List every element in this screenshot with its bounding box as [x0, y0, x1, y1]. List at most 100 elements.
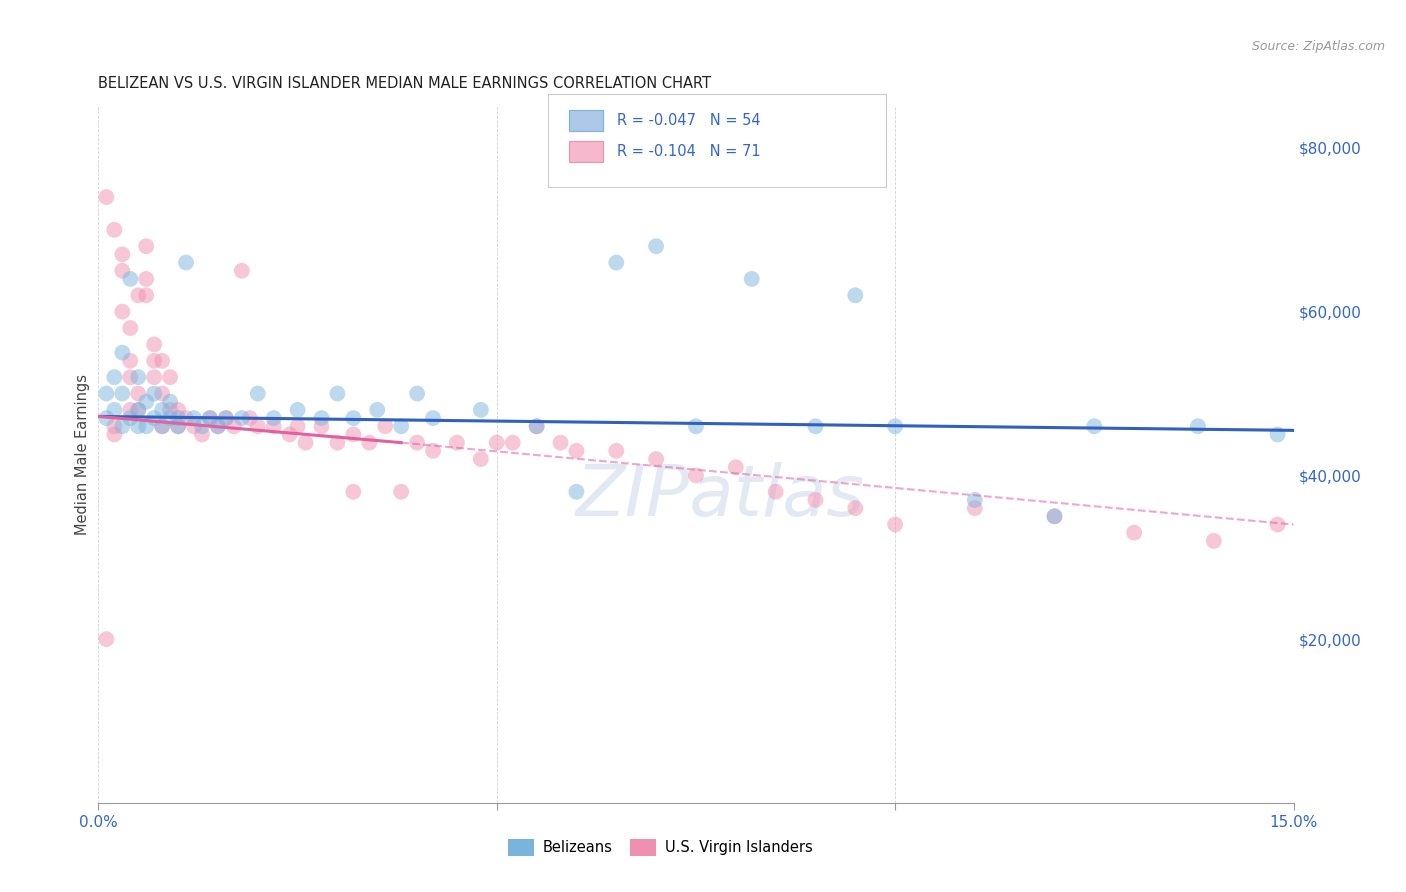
Point [111, 386, 134, 401]
Point [844, 501, 866, 516]
Point [884, 419, 907, 434]
Point [550, 435, 572, 450]
Text: R = -0.104   N = 71: R = -0.104 N = 71 [617, 145, 761, 159]
Point [724, 460, 747, 475]
Y-axis label: Median Male Earnings: Median Male Earnings [75, 375, 90, 535]
Point [294, 435, 316, 450]
Point [342, 427, 364, 442]
Point [526, 419, 548, 434]
Point [191, 427, 214, 442]
Point [565, 443, 588, 458]
Point [135, 272, 157, 286]
Point [502, 435, 524, 450]
Point [198, 411, 221, 425]
Point [963, 492, 986, 507]
Point [844, 288, 866, 302]
Point [389, 419, 412, 434]
Point [150, 419, 173, 434]
Point [231, 264, 253, 278]
Point [263, 419, 285, 434]
Point [143, 411, 166, 425]
Point [1187, 419, 1209, 434]
Point [127, 386, 149, 401]
Point [406, 435, 429, 450]
Point [1267, 517, 1289, 532]
Point [246, 386, 269, 401]
Point [111, 419, 134, 434]
Point [215, 411, 238, 425]
Point [111, 264, 134, 278]
Point [167, 411, 190, 425]
Point [103, 419, 125, 434]
Point [470, 452, 492, 467]
Point [207, 419, 229, 434]
Point [120, 411, 142, 425]
Point [103, 403, 125, 417]
Point [103, 223, 125, 237]
Point [159, 403, 181, 417]
Point [103, 427, 125, 442]
Point [1267, 427, 1289, 442]
Point [120, 353, 142, 368]
Point [111, 304, 134, 318]
Point [366, 403, 388, 417]
Point [278, 427, 301, 442]
Point [159, 411, 181, 425]
Point [389, 484, 412, 499]
Point [326, 435, 349, 450]
Point [120, 370, 142, 384]
Point [605, 255, 627, 269]
Point [406, 386, 429, 401]
Point [685, 468, 707, 483]
Point [804, 492, 827, 507]
Point [150, 419, 173, 434]
Point [359, 435, 381, 450]
Point [143, 386, 166, 401]
Point [143, 370, 166, 384]
Point [1123, 525, 1146, 540]
Text: ZIPatlas: ZIPatlas [575, 462, 865, 531]
Point [135, 239, 157, 253]
Point [1043, 509, 1066, 524]
Point [207, 419, 229, 434]
Point [485, 435, 508, 450]
Point [103, 370, 125, 384]
Point [183, 411, 205, 425]
Point [127, 370, 149, 384]
Point [963, 501, 986, 516]
Point [120, 272, 142, 286]
Point [470, 403, 492, 417]
Point [127, 288, 149, 302]
Point [446, 435, 468, 450]
Point [135, 419, 157, 434]
Point [311, 419, 333, 434]
Point [287, 403, 309, 417]
Point [143, 353, 166, 368]
Point [263, 411, 285, 425]
Point [1083, 419, 1105, 434]
Point [422, 411, 444, 425]
Point [374, 419, 396, 434]
Point [741, 272, 763, 286]
Point [645, 239, 668, 253]
Point [222, 419, 245, 434]
Point [239, 411, 262, 425]
Point [127, 403, 149, 417]
Point [765, 484, 787, 499]
Point [159, 394, 181, 409]
Point [215, 411, 238, 425]
Point [174, 255, 197, 269]
Text: R = -0.047   N = 54: R = -0.047 N = 54 [617, 113, 761, 128]
Point [191, 419, 214, 434]
Point [1043, 509, 1066, 524]
Point [143, 337, 166, 351]
Point [150, 353, 173, 368]
Point [167, 403, 190, 417]
Point [1202, 533, 1225, 548]
Point [246, 419, 269, 434]
Point [159, 370, 181, 384]
Point [605, 443, 627, 458]
Point [565, 484, 588, 499]
Point [342, 484, 364, 499]
Point [127, 419, 149, 434]
